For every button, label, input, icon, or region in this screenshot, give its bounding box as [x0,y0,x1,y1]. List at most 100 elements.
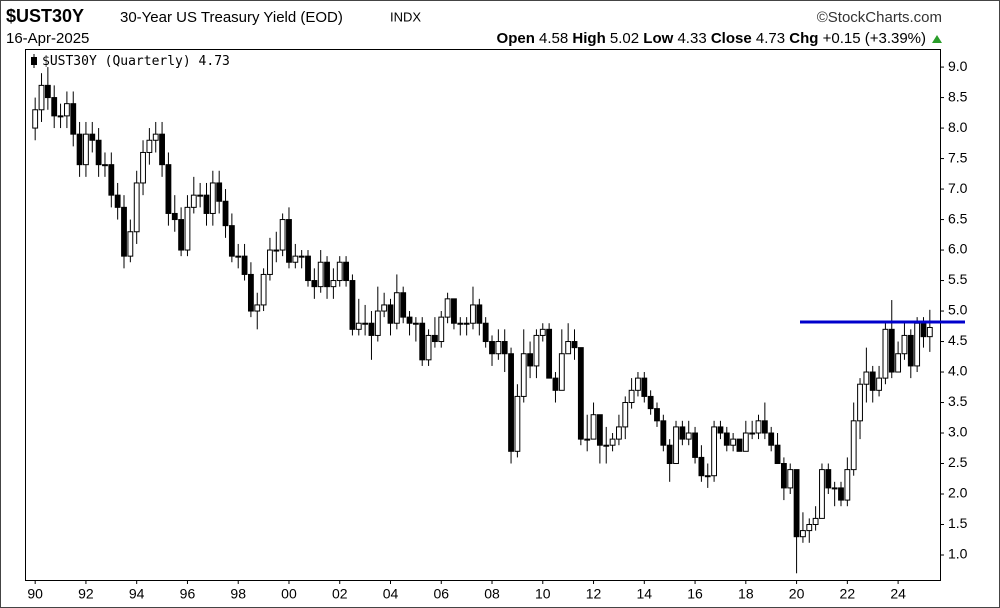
y-tick-label: 1.5 [948,515,968,531]
candle-body [267,249,273,275]
candle-body [616,426,622,440]
candle-body [533,334,540,367]
y-tick-label: 2.0 [948,485,968,501]
chart-title: 30-Year US Treasury Yield (EOD) [120,9,343,26]
y-tick-label: 1.0 [948,546,968,562]
x-tick-label: 98 [230,586,246,602]
x-tick-label: 90 [27,586,43,602]
y-tick-label: 3.0 [948,424,968,440]
candle-body [102,164,108,167]
candle-body [305,255,311,282]
candle-body [432,334,438,343]
candle-body [508,353,514,452]
x-tick-label: 10 [535,586,551,602]
candle-body [590,414,597,440]
candle-body [343,261,349,282]
candle-body [730,438,737,446]
candle-body [831,487,838,490]
candle-body [666,444,673,465]
candle-body [254,304,261,312]
candle-body [558,353,565,391]
candle-body [489,341,495,355]
y-tick-label: 3.5 [948,393,968,409]
x-tick-label: 24 [890,586,906,602]
plot-frame [25,49,941,581]
candle-body [171,212,178,221]
candle-body [381,304,388,312]
candle-body [901,334,908,355]
candle-body [641,377,648,397]
x-tick-label: 18 [738,586,754,602]
up-arrow [932,35,942,43]
candle-body [768,432,775,446]
candle-body [324,261,330,288]
candle-body [774,444,781,465]
candle-body [895,353,902,373]
x-tick-label: 02 [332,586,348,602]
quote: Open 4.58 High 5.02 Low 4.33 Close 4.73 … [497,30,926,47]
candle-body [850,420,857,471]
y-tick-label: 8.0 [948,119,968,135]
candle-body [438,316,445,343]
legend-label: $UST30Y (Quarterly) [42,54,191,69]
exchange: INDX [390,9,421,24]
candle-body [539,328,546,336]
candle-body [755,420,762,434]
quote-label: Close [711,30,752,47]
candle-body [501,341,508,355]
candle-body [628,389,635,404]
candle-body [184,206,191,251]
candle-body [298,255,305,258]
x-tick-label: 22 [840,586,856,602]
candle-body [457,322,464,325]
candle-body [355,322,362,330]
legend-text: $UST30Y (Quarterly) 4.73 [42,54,230,69]
symbol: $UST30Y [6,6,84,26]
candle-body [32,109,39,129]
candle-body [838,487,844,501]
candle-body [520,353,527,397]
candle-body [463,322,470,325]
candle-body [279,219,286,251]
candle-body [812,517,819,525]
candle-body [723,432,730,446]
quote-label: High [572,30,605,47]
candle-body [914,322,921,367]
candle-body [121,206,127,257]
candle-body [400,292,407,318]
candle-body [152,133,159,141]
x-tick-label: 96 [180,586,196,602]
y-tick-label: 6.0 [948,241,968,257]
candle-body [495,341,502,355]
y-tick-label: 7.5 [948,149,968,165]
candle-body [514,395,521,452]
y-tick-label: 5.5 [948,271,968,287]
candle-body [888,328,895,373]
y-tick-label: 9.0 [948,58,968,74]
candle-body [565,341,572,355]
candle-body [647,395,654,410]
candle-body [63,103,70,117]
candle-body [736,438,743,452]
candle-body [863,371,870,385]
candle-body [57,115,64,118]
x-tick-label: 20 [789,586,805,602]
y-tick-label: 6.5 [948,210,968,226]
candle-body [127,231,134,257]
candle-body [165,164,172,214]
candle-body [742,432,749,452]
candle-body [108,164,115,196]
candle-body [114,194,121,208]
x-tick-label: 12 [586,586,602,602]
candle-body [76,133,83,166]
y-tick-label: 8.5 [948,88,968,104]
candle-body [717,426,724,434]
candle-body [635,377,641,391]
legend-value: 4.73 [199,54,230,69]
candle-body [203,194,210,214]
y-tick-label: 2.5 [948,454,968,470]
candle-body [146,139,153,153]
candle-body [482,322,489,343]
quote-label: Chg [789,30,818,47]
candle-body [412,322,419,325]
